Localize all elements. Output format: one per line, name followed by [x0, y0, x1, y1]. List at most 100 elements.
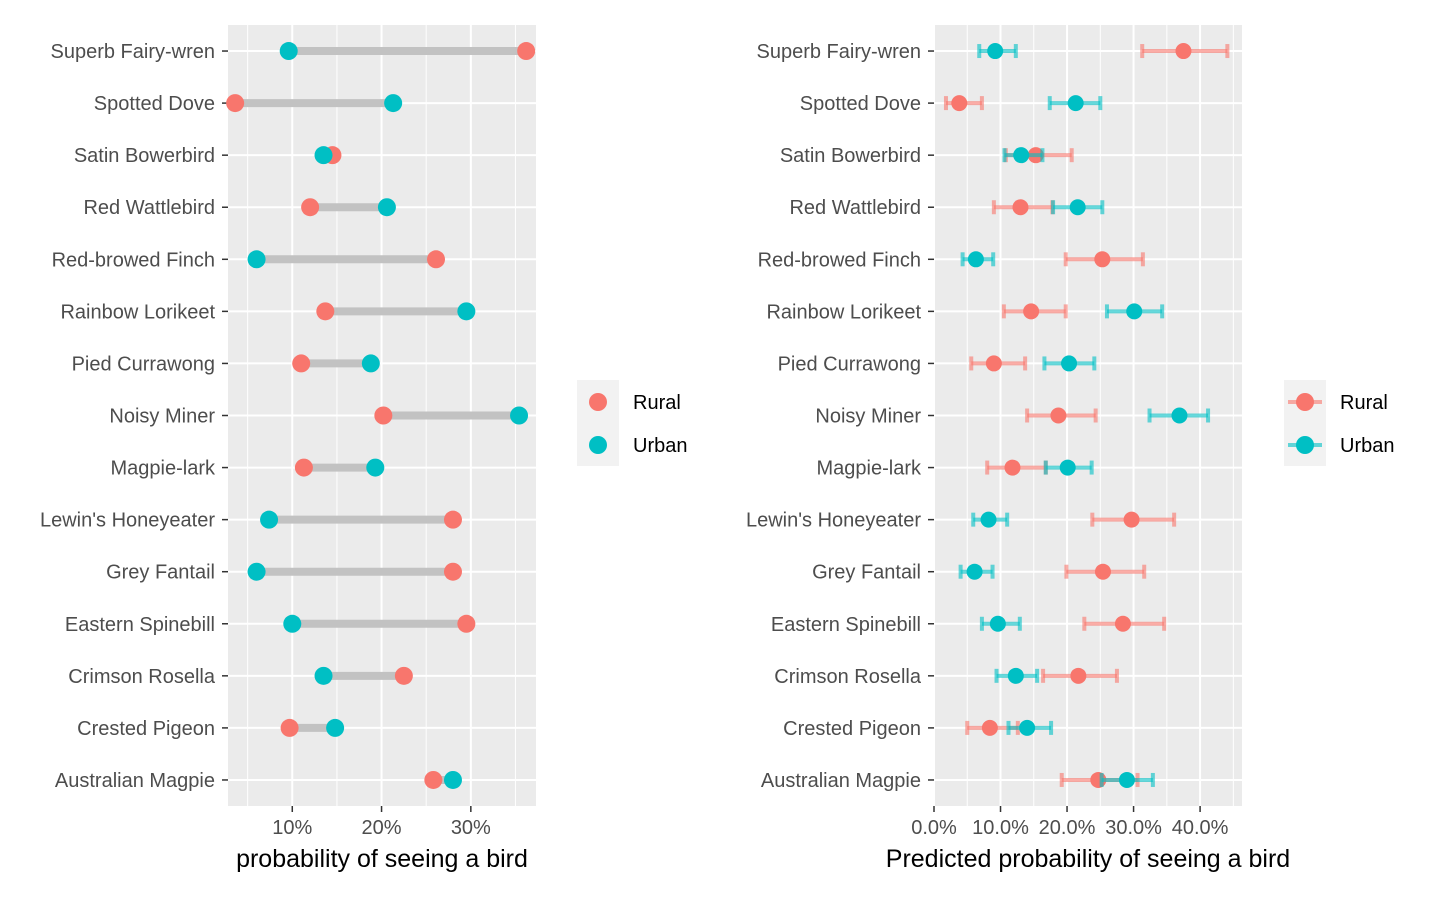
rural-point — [951, 95, 968, 112]
y-tick-label: Eastern Spinebill — [65, 614, 215, 636]
y-tick-label: Lewin's Honeyeater — [40, 510, 215, 532]
rural-legend-label: Rural — [633, 392, 681, 414]
urban-point — [1069, 199, 1086, 216]
y-tick-label: Crested Pigeon — [783, 718, 921, 740]
urban-point — [361, 354, 380, 373]
urban-point — [1007, 667, 1024, 684]
rural-point — [1070, 667, 1087, 684]
x-axis-title: probability of seeing a bird — [236, 845, 528, 873]
rural-point — [1023, 303, 1040, 320]
rural-point — [292, 354, 311, 373]
urban-point — [384, 94, 403, 113]
urban-point — [457, 302, 476, 321]
rural-point — [1175, 43, 1192, 60]
y-tick-label: Crested Pigeon — [77, 718, 215, 740]
urban-point — [326, 718, 345, 737]
urban-point — [283, 614, 302, 633]
y-tick-label: Noisy Miner — [815, 406, 921, 428]
y-tick-label: Rainbow Lorikeet — [60, 301, 215, 323]
y-tick-label: Red Wattlebird — [83, 197, 215, 219]
rural-point — [1094, 251, 1111, 268]
urban-point — [1067, 95, 1084, 112]
rural-legend-key — [589, 393, 607, 411]
x-tick-label: 0.0% — [911, 817, 957, 839]
y-tick-label: Australian Magpie — [55, 770, 215, 792]
rural-point — [1012, 199, 1029, 216]
urban-point — [966, 563, 983, 580]
rural-point — [1004, 459, 1021, 476]
urban-point — [1061, 355, 1078, 372]
urban-point — [1126, 303, 1143, 320]
x-tick-label: 30% — [451, 817, 491, 839]
y-tick-label: Red-browed Finch — [758, 249, 921, 271]
urban-point — [987, 43, 1004, 60]
urban-point — [1019, 719, 1036, 736]
y-tick-label: Pied Currawong — [72, 353, 215, 375]
y-tick-label: Crimson Rosella — [774, 666, 922, 688]
rural-point — [316, 302, 335, 321]
urban-point — [366, 458, 385, 477]
rural-legend-label: Rural — [1340, 392, 1388, 414]
urban-point — [1013, 147, 1030, 164]
urban-point — [377, 198, 396, 217]
urban-legend-key — [589, 436, 607, 454]
y-tick-label: Eastern Spinebill — [771, 614, 921, 636]
urban-point — [1118, 771, 1135, 788]
urban-legend-key — [1296, 436, 1314, 454]
rural-point — [1050, 407, 1067, 424]
urban-point — [510, 406, 529, 425]
urban-point — [443, 770, 462, 789]
rural-point — [226, 94, 245, 113]
rural-point — [424, 770, 443, 789]
rural-legend-key — [1296, 393, 1314, 411]
rural-point — [294, 458, 313, 477]
y-tick-label: Red-browed Finch — [52, 249, 215, 271]
y-tick-label: Magpie-lark — [111, 458, 216, 480]
dumbbell-chart: Superb Fairy-wren Spotted Dove Satin Bower… — [40, 25, 536, 873]
urban-point — [967, 251, 984, 268]
y-tick-label: Satin Bowerbird — [780, 145, 921, 167]
rural-point — [443, 562, 462, 581]
rural-point — [1123, 511, 1140, 528]
urban-point — [1059, 459, 1076, 476]
rural-point — [427, 250, 446, 269]
rural-point — [280, 718, 299, 737]
x-tick-label: 20% — [362, 817, 402, 839]
urban-point — [247, 562, 266, 581]
y-tick-label: Spotted Dove — [94, 93, 215, 115]
x-tick-label: 20.0% — [1039, 817, 1096, 839]
urban-point — [279, 42, 298, 61]
y-tick-label: Pied Currawong — [778, 353, 921, 375]
rural-point — [457, 614, 476, 633]
rural-point — [1094, 563, 1111, 580]
x-axis-title: Predicted probability of seeing a bird — [886, 845, 1290, 873]
rural-point — [443, 510, 462, 529]
errorbar-chart: Superb Fairy-wren Spotted Dove Satin Bower… — [746, 25, 1290, 873]
y-tick-label: Rainbow Lorikeet — [766, 301, 921, 323]
y-tick-label: Lewin's Honeyeater — [746, 510, 921, 532]
urban-point — [1171, 407, 1188, 424]
urban-legend-label: Urban — [633, 435, 687, 457]
urban-point — [314, 146, 333, 165]
y-tick-label: Crimson Rosella — [68, 666, 216, 688]
urban-point — [980, 511, 997, 528]
y-tick-label: Noisy Miner — [109, 406, 215, 428]
x-tick-label: 10% — [272, 817, 312, 839]
urban-point — [314, 666, 333, 685]
y-tick-label: Superb Fairy-wren — [50, 41, 215, 63]
x-tick-label: 10.0% — [972, 817, 1029, 839]
y-tick-label: Grey Fantail — [106, 562, 215, 584]
urban-point — [260, 510, 279, 529]
y-tick-label: Satin Bowerbird — [74, 145, 215, 167]
y-tick-label: Australian Magpie — [761, 770, 921, 792]
urban-legend-label: Urban — [1340, 435, 1394, 457]
dumbbell-chart-legend: Rural Urban — [577, 380, 687, 466]
rural-point — [517, 42, 536, 61]
rural-point — [301, 198, 320, 217]
errorbar-chart-legend: Rural Urban — [1284, 380, 1394, 466]
x-tick-label: 30.0% — [1105, 817, 1162, 839]
y-tick-label: Magpie-lark — [817, 458, 922, 480]
y-tick-label: Superb Fairy-wren — [756, 41, 921, 63]
urban-point — [247, 250, 266, 269]
